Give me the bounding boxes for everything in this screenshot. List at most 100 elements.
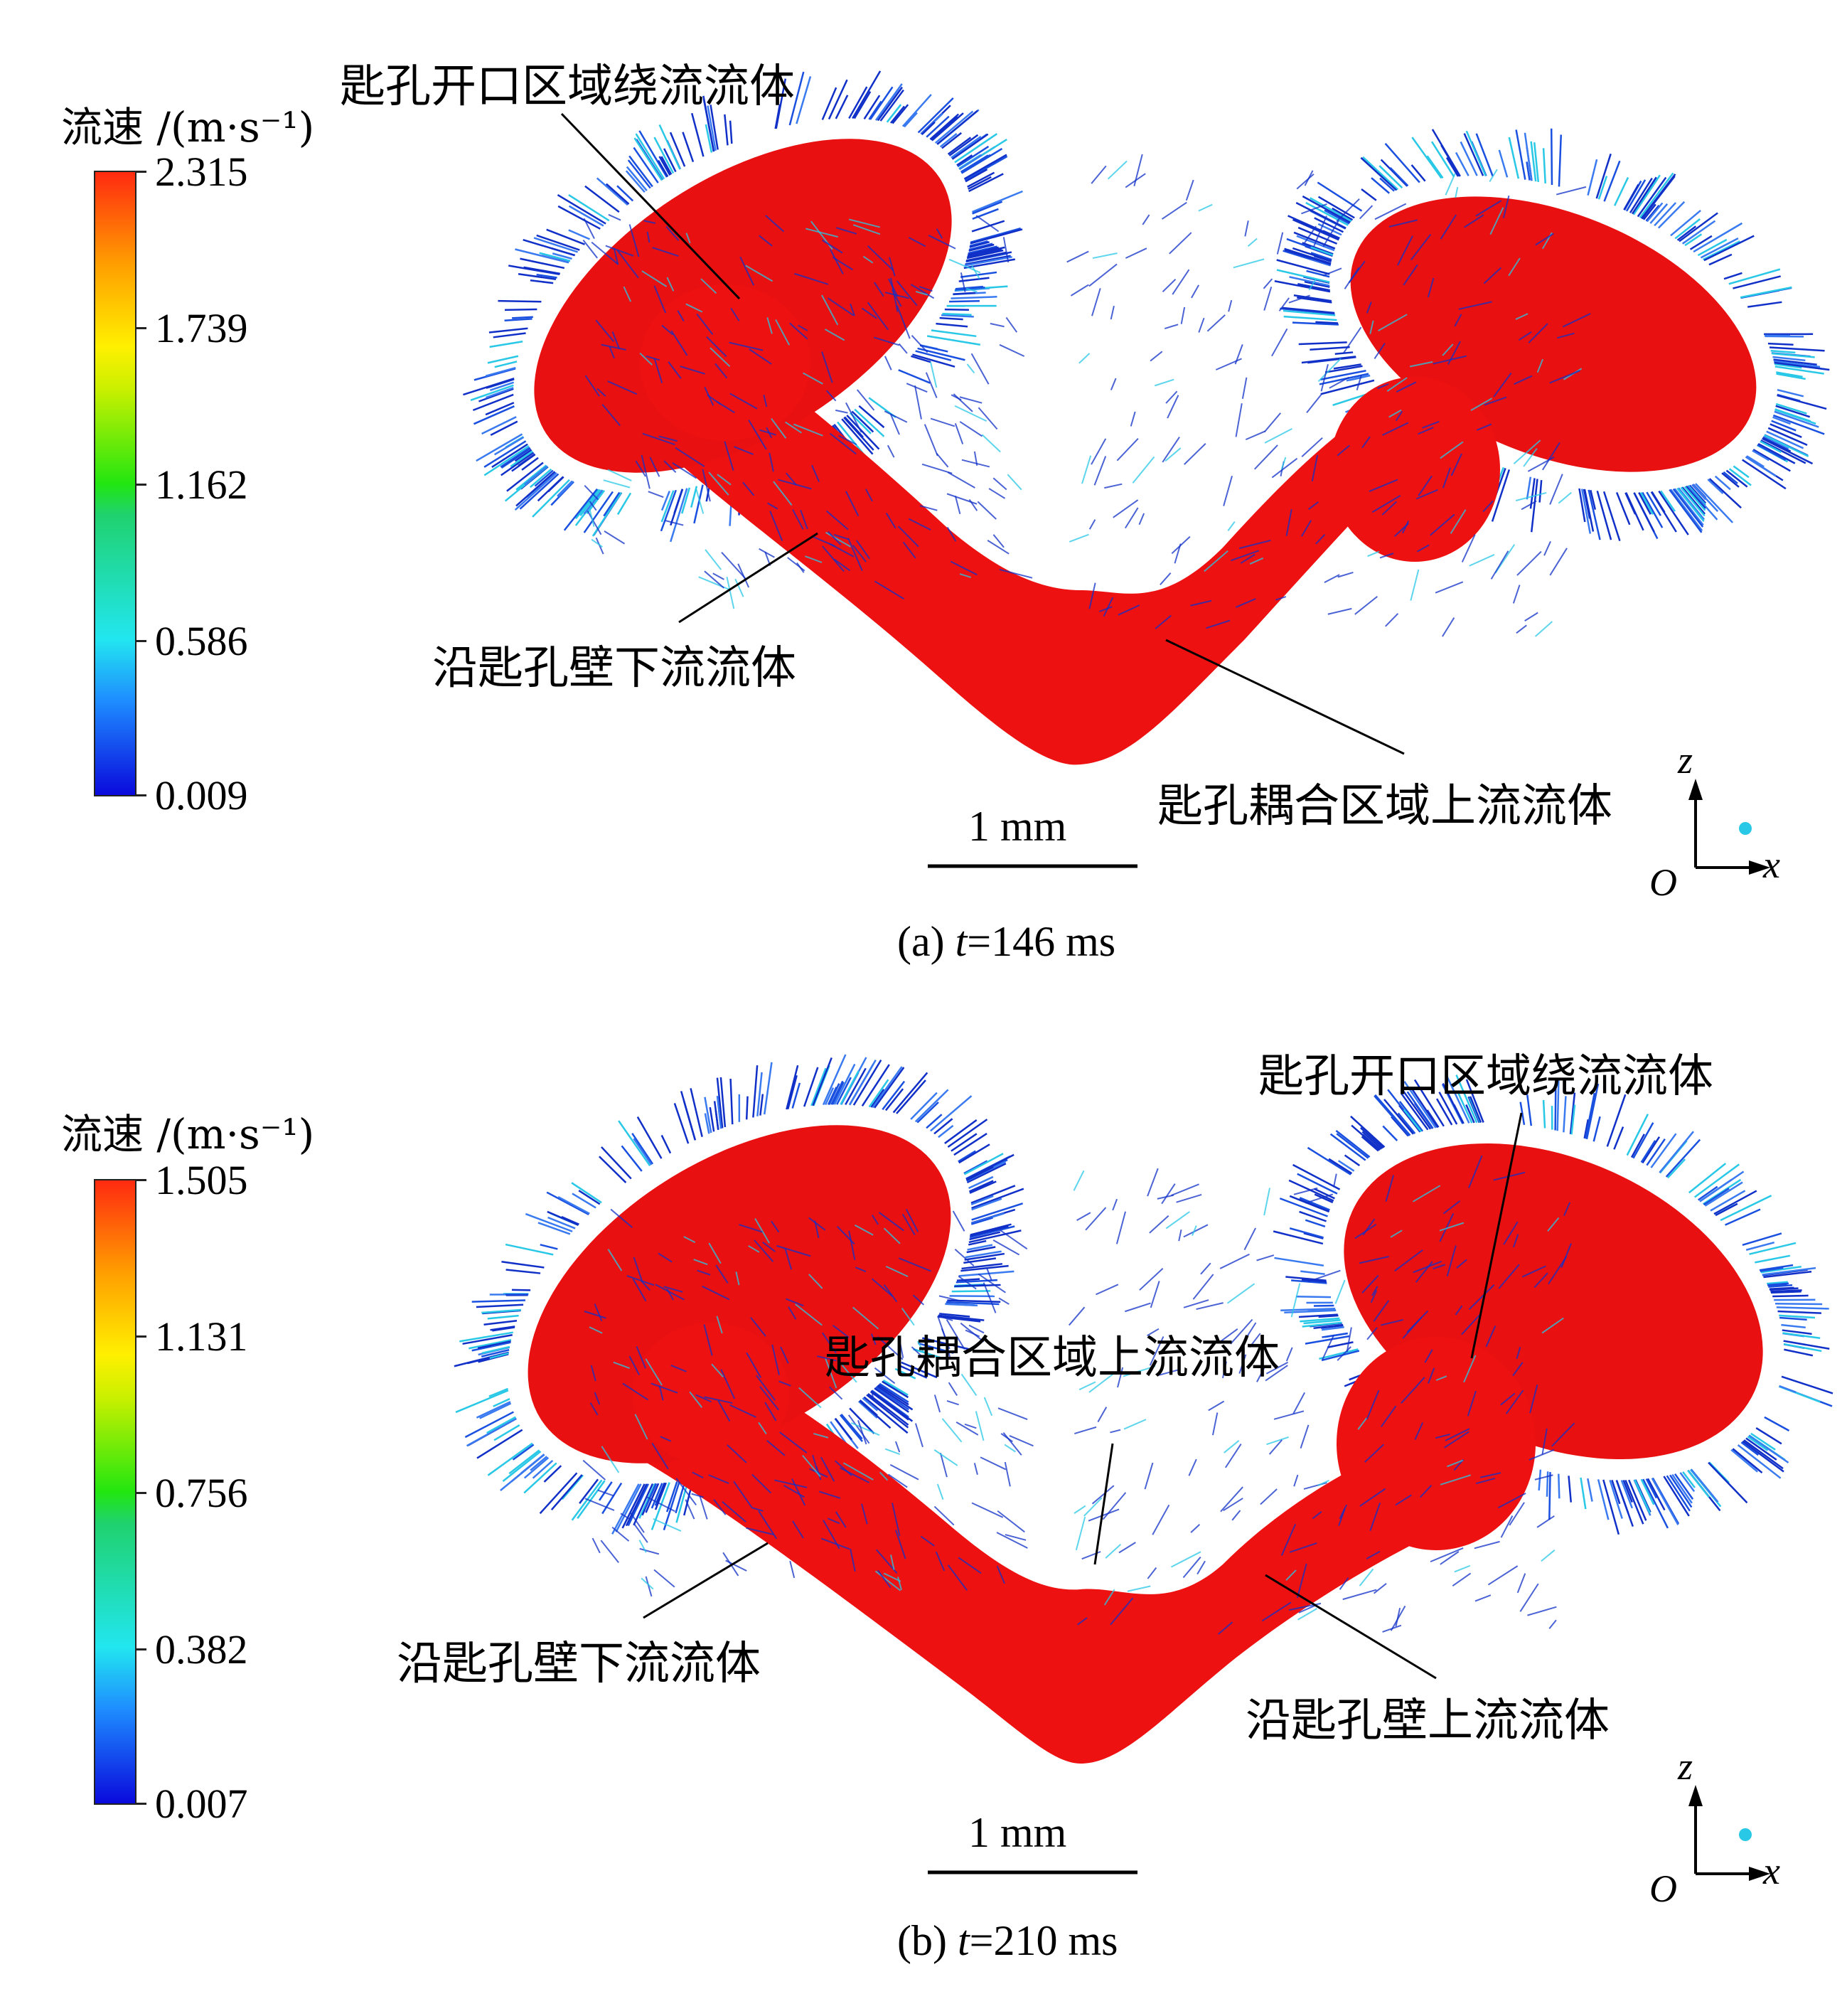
velocity-vector: [578, 1190, 601, 1205]
surface-vector: [1123, 1365, 1156, 1377]
surface-vector: [1231, 550, 1260, 562]
velocity-vector: [515, 464, 547, 491]
surface-vector: [845, 402, 862, 433]
velocity-vector: [1686, 485, 1718, 521]
surface-vector: [689, 1391, 703, 1408]
velocity-vector: [476, 1401, 511, 1419]
velocity-vector: [1445, 156, 1460, 177]
surface-vector: [649, 457, 660, 477]
velocity-vector: [1767, 1281, 1788, 1285]
velocity-vector: [504, 318, 532, 322]
velocity-vector: [967, 1244, 993, 1251]
surface-vector: [910, 284, 935, 299]
velocity-vector: [1322, 1332, 1348, 1338]
velocity-vector: [520, 257, 565, 270]
surface-vector: [611, 331, 621, 350]
velocity-vector: [1298, 1198, 1330, 1212]
surface-vector: [641, 454, 651, 489]
surface-vector: [1440, 214, 1457, 240]
surface-vector: [1378, 314, 1408, 331]
velocity-vector: [1660, 490, 1676, 512]
surface-vector: [704, 1396, 733, 1404]
velocity-vector: [690, 112, 705, 157]
velocity-vector: [877, 1384, 909, 1406]
surface-vector: [998, 1297, 1010, 1305]
velocity-vector: [1776, 1306, 1829, 1310]
velocity-vector: [945, 1303, 978, 1307]
surface-vector: [729, 393, 758, 410]
surface-vector: [1467, 1390, 1477, 1417]
velocity-vector: [536, 234, 580, 251]
velocity-vector: [1588, 489, 1601, 540]
velocity-vector: [787, 1074, 798, 1109]
surface-vector: [1534, 621, 1553, 637]
surface-vector: [1445, 173, 1456, 196]
surface-vector: [735, 1271, 740, 1286]
surface-vector: [792, 1520, 804, 1539]
velocity-vector: [485, 367, 516, 377]
surface-vector: [788, 1306, 797, 1320]
velocity-vector: [968, 176, 992, 190]
surface-vector: [754, 1218, 770, 1244]
velocity-vector: [1587, 159, 1598, 196]
keyhole-flow-field: [454, 1054, 1833, 1881]
velocity-vector: [1704, 1181, 1743, 1207]
velocity-vector: [557, 205, 601, 230]
velocity-vector: [1649, 203, 1669, 224]
surface-vector: [837, 434, 857, 446]
velocity-vector: [479, 1402, 512, 1419]
surface-vector: [1304, 170, 1314, 186]
surface-vector: [633, 1257, 643, 1282]
velocity-vector: [568, 229, 590, 240]
velocity-vector: [486, 378, 515, 389]
velocity-vector: [971, 1198, 1002, 1211]
velocity-vector: [705, 124, 713, 153]
surface-vector: [1188, 1458, 1197, 1476]
velocity-vector: [1597, 176, 1608, 200]
surface-vector: [970, 265, 980, 279]
velocity-vector: [638, 130, 668, 178]
surface-vector: [1549, 548, 1568, 576]
surface-vector: [855, 540, 870, 560]
surface-vector: [1369, 479, 1398, 492]
velocity-vector: [1406, 1091, 1434, 1129]
surface-vector: [685, 303, 703, 313]
velocity-vector: [1760, 439, 1806, 464]
surface-vector: [774, 1479, 808, 1488]
velocity-vector: [929, 113, 960, 140]
surface-vector: [1275, 596, 1287, 601]
velocity-vector: [1647, 1478, 1666, 1511]
velocity-vector: [759, 1094, 764, 1116]
surface-vector: [1289, 1542, 1317, 1553]
surface-vector: [855, 1266, 867, 1273]
velocity-vector: [651, 1482, 670, 1530]
surface-vector: [1344, 267, 1360, 289]
surface-vector: [1503, 1221, 1519, 1245]
velocity-vector: [1301, 356, 1356, 364]
surface-vector: [850, 1548, 856, 1572]
surface-vector: [997, 1407, 1028, 1421]
velocity-vector: [1303, 1319, 1341, 1325]
surface-vector: [1529, 1449, 1555, 1461]
surface-vector: [1169, 232, 1192, 255]
surface-vector: [641, 1280, 651, 1291]
velocity-vector: [1757, 444, 1787, 462]
velocity-vector: [1725, 1208, 1761, 1226]
surface-vector: [1370, 1290, 1378, 1303]
surface-vector: [739, 256, 755, 286]
surface-vector: [1445, 1428, 1470, 1441]
velocity-vector: [1465, 1079, 1484, 1123]
velocity-vector: [1398, 1101, 1424, 1132]
velocity-vector: [653, 137, 675, 174]
velocity-vector: [577, 1480, 606, 1520]
surface-vector: [1000, 1230, 1028, 1250]
velocity-vector: [1350, 1115, 1386, 1148]
velocity-vector: [1749, 1242, 1797, 1255]
surface-vector: [946, 493, 978, 505]
surface-vector: [835, 1511, 847, 1528]
surface-vector: [975, 1411, 985, 1441]
velocity-vector: [663, 1481, 681, 1530]
tick-mark: [136, 794, 146, 796]
surface-vector: [1088, 1373, 1113, 1393]
velocity-vector: [953, 292, 975, 295]
